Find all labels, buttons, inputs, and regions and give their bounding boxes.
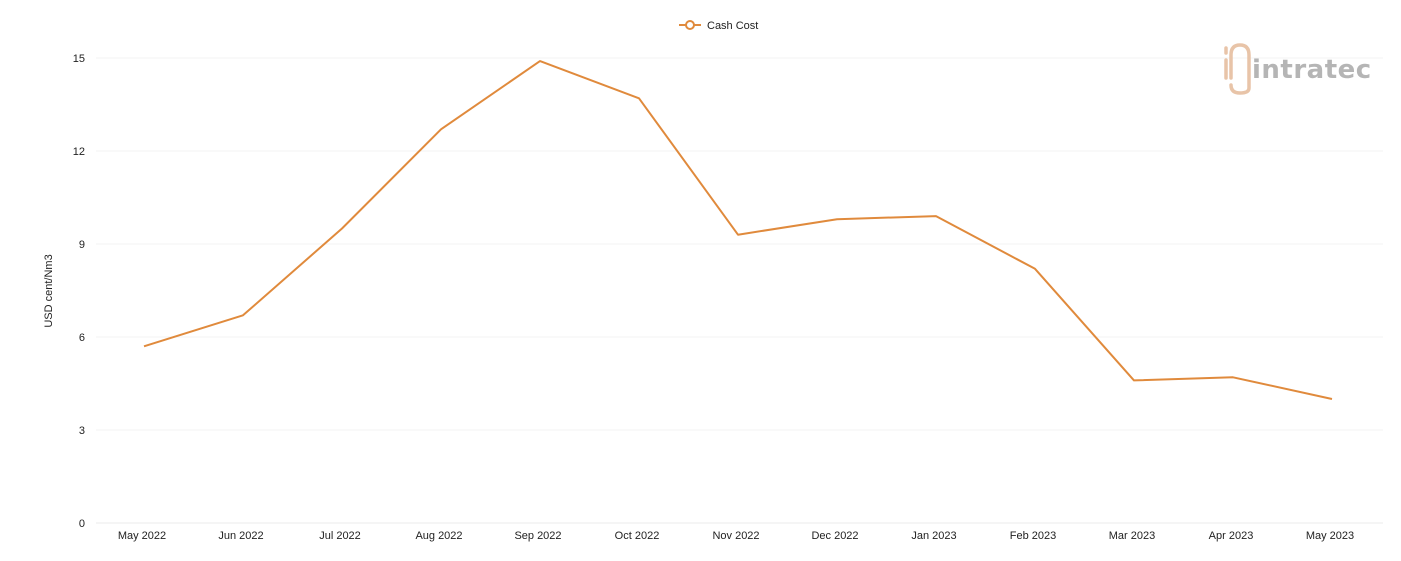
data-point[interactable] [834,216,840,222]
x-tick-label: Feb 2023 [1010,530,1056,542]
data-point[interactable] [1131,377,1137,383]
x-tick-label: Oct 2022 [615,530,660,542]
legend-label-cash-cost: Cash Cost [707,20,758,32]
x-tick-label: Dec 2022 [811,530,858,542]
x-tick-label: Mar 2023 [1109,530,1155,542]
y-tick-label: 12 [73,146,85,158]
data-point[interactable] [1230,374,1236,380]
grid-lines [96,57,1383,524]
x-tick-label: Aug 2022 [415,530,462,542]
data-point[interactable] [933,213,939,219]
legend-swatch-marker [685,20,695,30]
data-point[interactable] [537,58,543,64]
data-point[interactable] [636,95,642,101]
x-tick-label: Apr 2023 [1209,530,1254,542]
x-tick-label: May 2022 [118,530,166,542]
data-point[interactable] [1032,266,1038,272]
x-axis-ticks: May 2022 Jun 2022 Jul 2022 Aug 2022 Sep 2022… [118,530,1354,542]
data-point[interactable] [240,312,246,318]
y-tick-label: 0 [79,518,85,530]
y-tick-label: 15 [73,53,85,65]
data-point[interactable] [141,343,147,349]
y-tick-label: 9 [79,239,85,251]
data-point[interactable] [1329,396,1335,402]
series-group [141,58,1335,402]
data-point[interactable] [735,232,741,238]
x-tick-label: Jan 2023 [911,530,956,542]
y-tick-label: 6 [79,332,85,344]
intratec-logo: intratec [1224,43,1372,95]
x-tick-label: Jul 2022 [319,530,361,542]
x-tick-label: Nov 2022 [712,530,759,542]
y-axis-title: USD cent/Nm3 [43,254,55,327]
logo-text: intratec [1252,55,1372,85]
y-axis-ticks: 0 3 6 9 12 15 [73,53,85,530]
data-point[interactable] [339,226,345,232]
logo-mark-icon [1224,43,1251,95]
x-tick-label: Sep 2022 [514,530,561,542]
data-point[interactable] [438,126,444,132]
series-line-cash-cost[interactable] [143,60,1333,400]
y-tick-label: 3 [79,425,85,437]
legend[interactable]: Cash Cost [679,20,758,32]
x-tick-label: May 2023 [1306,530,1354,542]
x-tick-label: Jun 2022 [218,530,263,542]
